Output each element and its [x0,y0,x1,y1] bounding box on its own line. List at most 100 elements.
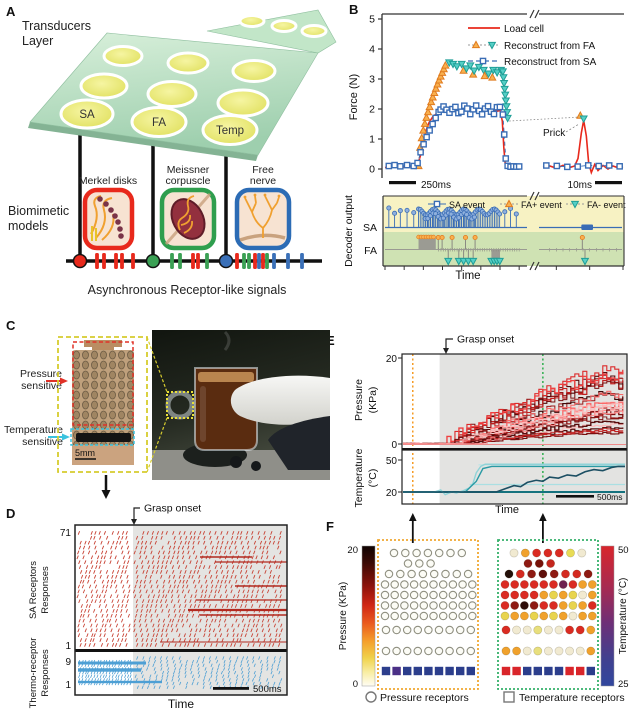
svg-text:Force (N): Force (N) [348,74,360,120]
asynchronous-signals-caption: Asynchronous Receptor-like signals [88,283,287,297]
thermo-raster-ticks [78,656,283,689]
svg-text:3: 3 [369,74,375,86]
sensor-closeup: 5mm [57,336,148,499]
decoder-output-plot: SA event FA+ event FA- event Time Decoder ou… [345,191,626,282]
panel-c-device-photo: Pressure sensitive Temperature sensitive… [4,330,330,499]
svg-text:50: 50 [386,456,398,467]
gripper-finger [230,375,330,425]
sa-raster-ticks [76,531,287,647]
free-nerve-box: Free nerve [234,164,292,251]
panel-c-label: C [6,318,16,333]
temperature-map-outline [497,539,599,690]
svg-text:Time: Time [455,270,480,282]
svg-text:500ms: 500ms [597,492,623,502]
svg-text:SA Receptors: SA Receptors [28,561,39,619]
svg-text:10ms: 10ms [568,180,592,191]
pressure-region-outline [72,341,134,426]
svg-text:Reconstruct from FA: Reconstruct from FA [504,41,595,52]
svg-text:Meissner: Meissner [167,164,210,176]
svg-text:0: 0 [391,440,397,451]
sa-node-dot [72,253,88,269]
panel-e-label: E [326,333,335,348]
svg-text:9: 9 [65,657,71,668]
svg-text:FA- event: FA- event [587,200,626,210]
cell-temp-label: Temp [216,125,244,137]
fa-node-dot [145,253,161,269]
svg-text:1: 1 [65,680,71,691]
reconstruct-sa-series [385,102,623,171]
svg-text:50: 50 [618,545,629,556]
transducer-sheet: SA FA Temp [28,9,337,161]
svg-text:(°C): (°C) [367,469,379,488]
svg-text:2: 2 [369,104,375,116]
svg-text:Temperature receptors: Temperature receptors [519,692,625,704]
svg-text:Temperature (°C): Temperature (°C) [618,578,629,655]
gripper-arm [268,416,330,470]
svg-text:5: 5 [369,14,375,26]
svg-text:Pressure receptors: Pressure receptors [380,692,469,704]
svg-text:SA event: SA event [449,200,486,210]
panel-b-force-plot: 0 1 2 3 4 5 Force (N) Prick Load cell Reconstruct… [345,9,626,282]
svg-text:corpuscle: corpuscle [166,175,211,187]
svg-text:(KPa): (KPa) [367,387,379,414]
pressure-receptor-grid [380,548,477,676]
scale-5mm-label: 5mm [75,448,95,458]
temperature-sensitive-label: Temperature [4,424,63,436]
svg-text:FA+ event: FA+ event [521,200,562,210]
svg-text:Time: Time [168,697,195,711]
svg-text:Grasp onset: Grasp onset [144,503,201,515]
pressure-sensitive-label: Pressure [20,368,62,380]
receptor-columns [78,124,228,261]
temperature-traces [403,463,625,496]
panel-f-label: F [326,519,334,534]
svg-text:500ms: 500ms [253,684,282,695]
biomimetic-models-label: Biomimetic [8,204,69,218]
panel-a-transducer-schematic: Transducers Layer SA FA Temp Biomimetic … [8,9,337,297]
transducers-layer-label: Transducers [22,19,91,33]
svg-text:Free: Free [252,164,274,176]
svg-text:Responses: Responses [40,649,51,697]
pressure-arrow-icon [46,377,68,385]
temperature-receptor-grid [500,548,597,676]
svg-text:Thermo-receptor: Thermo-receptor [28,638,39,709]
svg-text:Decoder output: Decoder output [345,195,355,267]
svg-text:Responses: Responses [40,566,51,614]
svg-text:Merkel disks: Merkel disks [79,175,137,187]
prick-annotation: Prick [543,128,566,139]
panel-d-label: D [6,506,16,521]
temp-node-dot [218,253,234,269]
panel-f-receptor-maps: 20 0 Pressure (KPa) 50 25 Temperature (°C) Pre… [338,513,629,704]
svg-text:Temperature: Temperature [353,448,365,507]
temperature-region-outline [70,428,135,446]
panel-e-grasp-traces: 20 0 50 20 Pressure (KPa) Temperature (°C) Grasp… [353,334,628,515]
svg-text:sensitive: sensitive [21,380,62,392]
receptor-legend: Pressure receptors Temperature receptors [365,691,625,704]
temperature-arrow-icon [48,433,70,441]
pressure-traces [403,365,624,444]
svg-text:Grasp onset: Grasp onset [457,334,514,346]
receptor-map-area: 20 0 Pressure (KPa) 50 25 Temperature (°C) Pre… [338,513,629,704]
svg-text:Time: Time [495,504,519,515]
svg-text:sensitive: sensitive [22,436,63,448]
svg-text:FA: FA [364,245,377,257]
svg-text:250ms: 250ms [421,180,451,191]
grasp-trace-plot: 20 0 50 20 Pressure (KPa) Temperature (°C) Grasp… [353,334,628,515]
svg-text:models: models [8,219,48,233]
decoder-legend: SA event FA+ event FA- event [428,199,626,210]
svg-text:1: 1 [369,134,375,146]
sensor-cells [59,14,328,146]
temperature-receptor-icon [503,691,515,703]
svg-text:20: 20 [386,354,398,365]
svg-text:Reconstruct from SA: Reconstruct from SA [504,57,597,68]
panel-b-label: B [349,2,359,17]
photo-zoom-outline [166,391,194,419]
svg-text:Pressure (KPa): Pressure (KPa) [338,582,349,650]
down-arrow-icon [101,475,111,499]
svg-text:20: 20 [347,545,358,556]
svg-text:1: 1 [65,641,71,652]
svg-text:4: 4 [369,44,375,56]
receptor-signal-rail [66,253,322,269]
svg-text:Pressure: Pressure [353,379,365,421]
